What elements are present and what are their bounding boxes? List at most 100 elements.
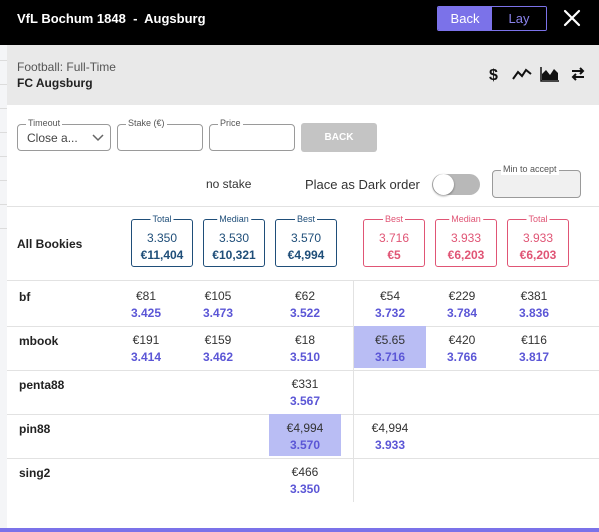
swap-icon[interactable] [568,64,588,84]
summary-amount: €5 [387,248,401,262]
back-summary-median: Median 3.530 €10,321 [203,214,265,267]
summary-label: Total [526,214,550,225]
lay-summary-best: Best 3.716 €5 [363,214,425,267]
back-price-cell[interactable]: €105 3.473 [182,282,254,324]
summary-label: Best [382,214,406,225]
cell-price: 3.817 [518,350,550,364]
no-stake-text: no stake [206,177,252,191]
summary-label: Median [449,214,483,225]
lay-summary-total: Total 3.933 €6,203 [507,214,569,267]
summary-price: 3.716 [378,231,410,245]
summary-price: 3.530 [218,231,250,245]
cell-price: 3.350 [289,482,321,496]
back-toggle-button[interactable]: Back [438,7,492,30]
timeout-label: Timeout [26,118,63,129]
lay-price-cell[interactable]: €4,994 3.933 [354,414,426,456]
cell-amount: €5.65 [374,333,406,347]
section-divider [7,206,599,207]
bookie-name: sing2 [19,466,51,480]
back-submit-button[interactable]: BACK [301,123,377,152]
lay-price-cell[interactable]: €5.65 3.716 [354,326,426,368]
close-icon[interactable] [562,8,582,28]
row-divider [7,458,599,459]
price-label: Price [218,118,243,129]
back-summary-total: Total 3.350 €11,404 [131,214,193,267]
timeout-value: Close a... [27,131,78,145]
cell-price: 3.570 [289,438,321,452]
summary-price: 3.570 [290,231,322,245]
back-price-cell[interactable]: €466 3.350 [269,458,341,500]
dollar-icon[interactable]: $ [484,64,504,84]
back-price-cell[interactable]: €81 3.425 [110,282,182,324]
all-bookies-label: All Bookies [17,237,83,251]
cell-price: 3.567 [289,394,321,408]
stake-label: Stake (€) [126,118,167,129]
timeout-select[interactable]: Timeout Close a... [17,118,111,151]
area-chart-icon[interactable] [540,64,560,84]
market-header: Football: Full-Time FC Augsburg $ [7,45,599,105]
back-price-cell[interactable]: €62 3.522 [269,282,341,324]
cell-amount: €54 [379,289,401,303]
lay-price-cell[interactable]: €54 3.732 [354,282,426,324]
min-accept-input[interactable]: Min to accept [492,164,581,198]
lay-price-cell[interactable]: €229 3.784 [426,282,498,324]
lay-toggle-button[interactable]: Lay [492,7,546,30]
lay-price-cell[interactable]: €116 3.817 [498,326,570,368]
cell-price: 3.933 [374,438,406,452]
summary-price: 3.933 [522,231,554,245]
back-lay-toggle: Back Lay [437,6,547,31]
cell-amount: €331 [291,377,319,391]
summary-price: 3.933 [450,231,482,245]
summary-amount: €11,404 [140,248,184,262]
back-price-cell[interactable]: €331 3.567 [269,370,341,412]
cell-amount: €81 [135,289,157,303]
cell-amount: €420 [448,333,476,347]
back-price-cell[interactable]: €191 3.414 [110,326,182,368]
market-type: Football: Full-Time [17,60,116,74]
summary-label: Total [150,214,174,225]
back-price-cell[interactable]: €18 3.510 [269,326,341,368]
cell-amount: €18 [294,333,316,347]
svg-text:$: $ [489,67,498,83]
stake-input[interactable]: Stake (€) [117,118,203,151]
back-lay-separator [353,280,354,502]
back-summary-best: Best 3.570 €4,994 [275,214,337,267]
lay-summary-median: Median 3.933 €6,203 [435,214,497,267]
bookie-name: penta88 [19,378,65,392]
cell-price: 3.732 [374,306,406,320]
selection-name: FC Augsburg [17,76,93,90]
bookie-name: mbook [19,334,59,348]
bottom-accent-bar [0,528,599,532]
summary-amount: €4,994 [287,248,325,262]
bookie-name: pin88 [19,422,51,436]
lay-price-cell[interactable]: €420 3.766 [426,326,498,368]
cell-price: 3.836 [518,306,550,320]
row-divider [7,326,599,327]
cell-price: 3.414 [130,350,162,364]
cell-price: 3.462 [202,350,234,364]
back-price-cell[interactable]: €4,994 3.570 [269,414,341,456]
summary-amount: €6,203 [519,248,557,262]
line-chart-icon[interactable] [512,64,532,84]
cell-amount: €466 [291,465,319,479]
cell-price: 3.766 [446,350,478,364]
cell-amount: €105 [204,289,232,303]
cell-amount: €62 [294,289,316,303]
cell-price: 3.716 [374,350,406,364]
price-input[interactable]: Price [209,118,295,151]
event-title: VfL Bochum 1848 - Augsburg [17,11,206,26]
cell-price: 3.510 [289,350,321,364]
cell-price: 3.522 [289,306,321,320]
lay-price-cell[interactable]: €381 3.836 [498,282,570,324]
cell-amount: €229 [448,289,476,303]
summary-label: Best [294,214,318,225]
cell-amount: €4,994 [286,421,324,435]
chevron-down-icon [92,134,104,142]
title-bar: VfL Bochum 1848 - Augsburg Back Lay [0,0,599,45]
cell-amount: €4,994 [371,421,409,435]
summary-amount: €6,203 [447,248,485,262]
dark-order-switch[interactable] [432,174,480,195]
back-price-cell[interactable]: €159 3.462 [182,326,254,368]
cell-amount: €381 [520,289,548,303]
summary-price: 3.350 [146,231,178,245]
